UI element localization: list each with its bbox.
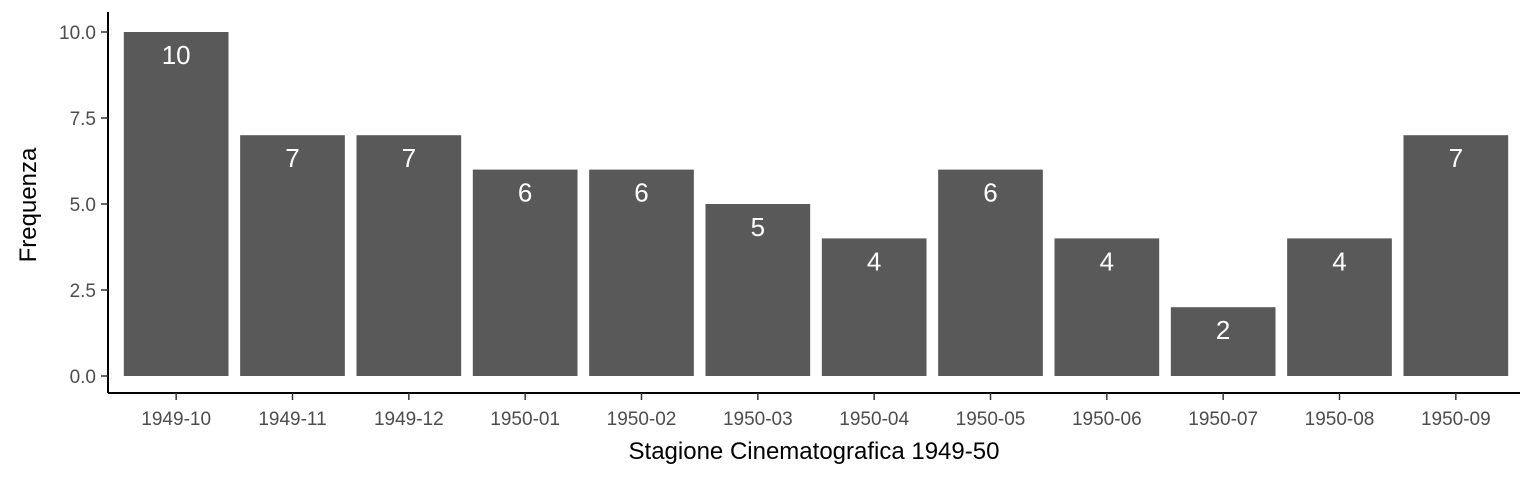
bar-labels-group: 10 7 7 6 6 5 4 6 4 2 4 7: [162, 40, 1463, 345]
bar-value-label: 6: [518, 178, 532, 208]
bar-1950-01: [472, 169, 578, 376]
bar-value-label: 7: [285, 143, 299, 173]
y-axis-title: Frequenza: [15, 147, 42, 262]
bar-1949-11: [240, 135, 345, 376]
bar-value-label: 5: [751, 212, 765, 242]
bar-1949-10: [123, 32, 229, 376]
bar-1950-07: [1170, 307, 1276, 376]
x-tick-label: 1949-12: [374, 409, 444, 430]
x-tick-label: 1950-02: [607, 409, 677, 430]
x-tick-label: 1950-03: [723, 409, 793, 430]
x-tick-label: 1950-01: [490, 409, 560, 430]
bar-value-label: 4: [1332, 246, 1346, 276]
x-tick-label: 1950-09: [1421, 409, 1491, 430]
bar-1950-08: [1287, 238, 1392, 376]
x-tick-label: 1950-06: [1072, 409, 1142, 430]
y-tick-label: 2.5: [70, 281, 96, 302]
y-tick-label: 0.0: [70, 367, 96, 388]
y-tick-label: 5.0: [70, 195, 96, 216]
x-ticks-group: 1949-10 1949-11 1949-12 1950-01 1950-02 1950-…: [141, 393, 1491, 430]
y-tick-label: 10.0: [59, 23, 96, 44]
bar-1949-12: [356, 135, 462, 376]
x-tick-label: 1949-10: [141, 409, 211, 430]
bar-value-label: 10: [162, 40, 191, 70]
bar-value-label: 7: [1449, 143, 1463, 173]
x-axis-title: Stagione Cinematografica 1949-50: [629, 438, 1000, 465]
x-tick-label: 1950-05: [956, 409, 1026, 430]
x-tick-label: 1950-07: [1188, 409, 1258, 430]
bar-value-label: 6: [634, 178, 648, 208]
x-tick-label: 1950-04: [839, 409, 909, 430]
bar-1950-02: [589, 169, 694, 376]
bar-1950-04: [821, 238, 927, 376]
y-ticks-group: 0.0 2.5 5.0 7.5 10.0: [59, 23, 108, 388]
bar-1950-03: [705, 204, 811, 376]
bars-group: [123, 32, 1509, 376]
bar-1950-05: [938, 169, 1043, 376]
y-tick-label: 7.5: [70, 109, 96, 130]
bar-value-label: 6: [983, 178, 997, 208]
bar-value-label: 7: [402, 143, 416, 173]
bar-value-label: 2: [1216, 315, 1230, 345]
bar-1950-06: [1054, 238, 1160, 376]
x-tick-label: 1950-08: [1305, 409, 1375, 430]
x-tick-label: 1949-11: [258, 409, 326, 430]
bar-1950-09: [1403, 135, 1509, 376]
bar-value-label: 4: [867, 246, 881, 276]
bar-value-label: 4: [1100, 246, 1114, 276]
